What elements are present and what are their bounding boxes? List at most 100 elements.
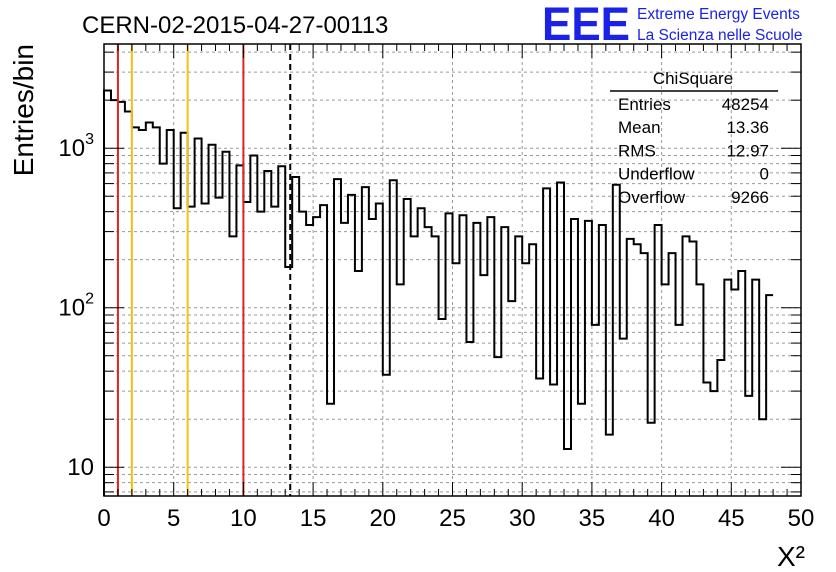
histogram-bin — [599, 225, 606, 496]
x-tick-label: 0 — [97, 505, 110, 532]
histogram-bin — [299, 212, 306, 496]
logo-line-2: La Scienza nelle Scuole — [637, 27, 802, 44]
histogram-bin — [731, 290, 738, 496]
x-tick-label: 25 — [439, 505, 466, 532]
x-tick-label: 15 — [300, 505, 327, 532]
histogram-bin — [522, 263, 529, 496]
histogram-bin — [564, 449, 571, 496]
histogram-bin — [592, 325, 599, 496]
histogram-bin — [174, 208, 181, 496]
histogram-bin — [683, 236, 690, 496]
eee-logo: EEE Extreme Energy Events La Scienza nel… — [542, 0, 802, 50]
legend-title: ChiSquare — [653, 69, 733, 88]
stats-legend: ChiSquare Entries 48254 Mean 13.36 RMS 12.97 U… — [610, 69, 778, 207]
histogram-bin — [327, 404, 334, 496]
histogram-bin — [439, 319, 446, 496]
histogram-bin — [167, 130, 174, 496]
legend-row-value: 12.97 — [726, 141, 769, 160]
legend-rows: Entries 48254 Mean 13.36 RMS 12.97 Underflow 0 O… — [618, 95, 769, 207]
legend-row-label: Overflow — [618, 188, 686, 207]
x-axis-label: X² — [777, 541, 805, 572]
histogram-bin — [250, 155, 257, 496]
histogram — [103, 89, 774, 496]
histogram-bin — [139, 130, 146, 496]
histogram-bin — [745, 396, 752, 496]
histogram-bin — [641, 253, 648, 496]
histogram-bin — [759, 419, 766, 496]
histogram-bin — [446, 213, 453, 496]
histogram-bin — [292, 177, 299, 496]
histogram-bin — [425, 227, 432, 496]
x-tick-label: 20 — [369, 505, 396, 532]
logo-letters: EEE — [542, 0, 630, 50]
axis-ticks — [103, 44, 802, 496]
x-tick-label: 5 — [167, 505, 180, 532]
histogram-bin — [432, 236, 439, 496]
legend-row-label: Mean — [618, 118, 661, 137]
histogram-bin — [369, 219, 376, 496]
histogram-bin — [501, 227, 508, 496]
histogram-bin — [118, 102, 125, 496]
y-tick-labels: 10 102 103 — [58, 131, 94, 481]
histogram-bin — [390, 180, 397, 496]
histogram-bin — [620, 339, 627, 496]
histogram-bin — [696, 284, 703, 496]
histogram-bin — [606, 435, 613, 496]
histogram-bin — [313, 217, 320, 496]
x-tick-label: 10 — [230, 505, 257, 532]
legend-row-label: Underflow — [618, 165, 695, 184]
histogram-bin — [125, 111, 132, 496]
histogram-bin — [550, 385, 557, 496]
histogram-bin — [216, 198, 223, 496]
histogram-bin — [334, 179, 341, 496]
x-tick-label: 35 — [579, 505, 606, 532]
histogram-bin — [104, 90, 111, 496]
legend-row-value: 0 — [760, 165, 769, 184]
threshold-lines — [116, 44, 292, 496]
histogram-bin — [655, 225, 662, 496]
histogram-bin — [236, 165, 243, 496]
x-tick-label: 40 — [648, 505, 675, 532]
histogram-bin — [459, 215, 466, 496]
logo-line-1: Extreme Energy Events — [637, 6, 800, 23]
histogram-bin — [536, 378, 543, 496]
histogram-bin — [648, 423, 655, 496]
histogram-bin — [585, 221, 592, 496]
histogram-bin — [738, 271, 745, 496]
histogram-bin — [557, 182, 564, 496]
histogram-bin — [202, 204, 209, 496]
histogram-bin — [243, 202, 250, 496]
histogram-bin — [111, 100, 118, 496]
histogram-bin — [271, 207, 278, 496]
histogram-bin — [634, 244, 641, 496]
histogram-bin — [515, 236, 522, 496]
histogram-bin — [571, 219, 578, 496]
histogram-bin — [418, 208, 425, 496]
histogram-bin — [383, 375, 390, 496]
histogram-bin — [376, 204, 383, 496]
histogram-bin — [578, 404, 585, 496]
histogram-bin — [752, 280, 759, 496]
legend-row-label: Entries — [618, 95, 671, 114]
histogram-bin — [453, 263, 460, 496]
x-tick-label: 30 — [509, 505, 536, 532]
legend-row-value: 48254 — [722, 95, 769, 114]
histogram-bin — [717, 360, 724, 496]
histogram-outline — [103, 89, 774, 496]
histogram-bin — [627, 239, 634, 496]
histogram-bin — [153, 127, 160, 496]
histogram-bin — [188, 207, 195, 496]
legend-row-value: 9266 — [731, 188, 769, 207]
histogram-bin — [195, 139, 202, 496]
histogram-bin — [320, 205, 327, 496]
histogram-bin — [257, 212, 264, 496]
histogram-bin — [209, 145, 216, 496]
x-tick-labels: 0 5 10 15 20 25 30 35 40 45 50 — [97, 505, 814, 532]
histogram-bin — [543, 188, 550, 496]
y-axis-label: Entries/bin — [8, 44, 39, 176]
x-tick-label: 50 — [788, 505, 815, 532]
legend-row-label: RMS — [618, 141, 656, 160]
histogram-bin — [181, 133, 188, 496]
histogram-bin — [466, 342, 473, 496]
